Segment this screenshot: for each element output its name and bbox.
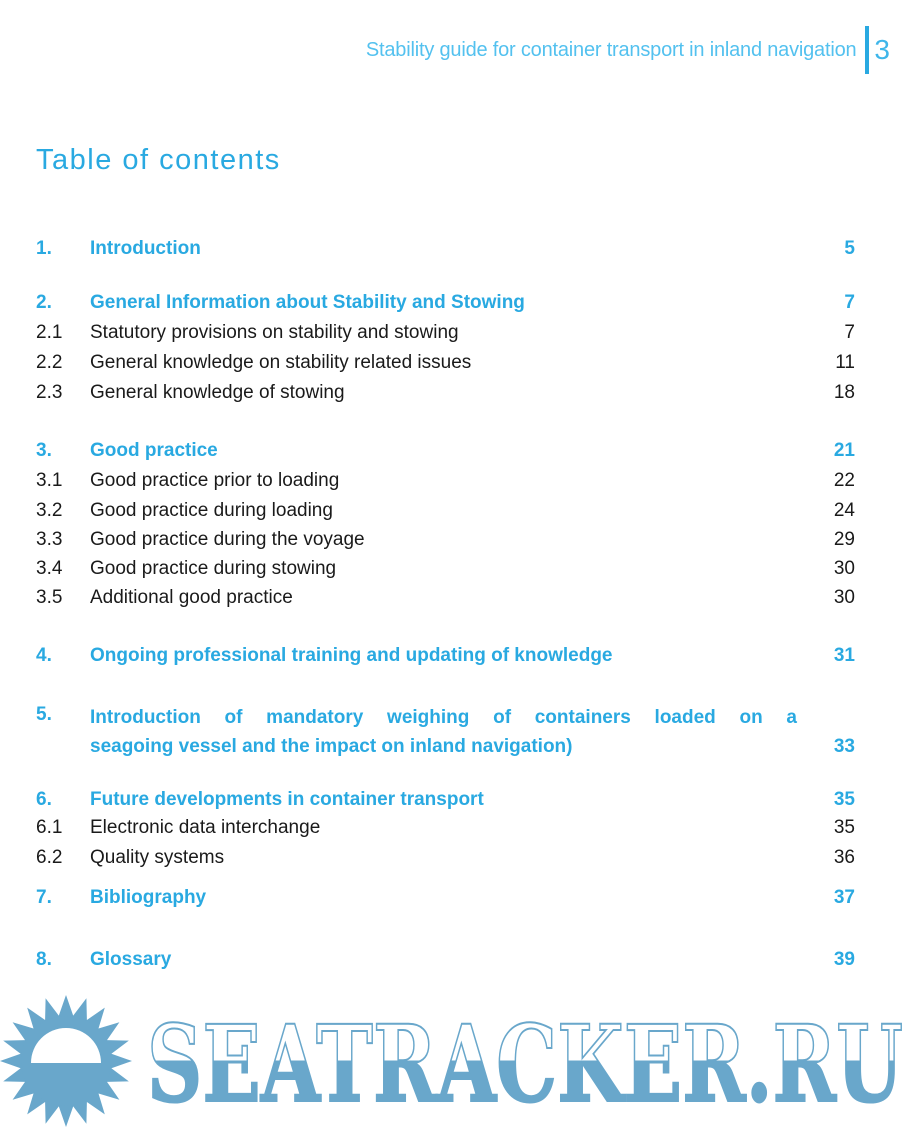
sun-icon [0, 995, 132, 1127]
toc-row-3-3: 3.3 Good practice during the voyage 29 [36, 528, 855, 552]
toc-row-3-1: 3.1 Good practice prior to loading 22 [36, 469, 855, 493]
toc-row-2-3: 2.3 General knowledge of stowing 18 [36, 381, 855, 405]
toc-entry-page[interactable]: 35 [833, 817, 855, 838]
sun-icon-star [0, 995, 132, 1127]
toc-entry-page[interactable]: 24 [833, 500, 855, 521]
toc-row-3: 3. Good practice 21 [36, 439, 855, 463]
toc-entry-page[interactable]: 7 [844, 322, 855, 343]
toc-entry-title[interactable]: Good practice during loading [90, 500, 333, 521]
toc-entry-number: 3.2 [36, 500, 63, 521]
toc-entry-page[interactable]: 30 [833, 587, 855, 608]
toc-entry-number: 8. [36, 949, 52, 970]
toc-entry-number: 2.3 [36, 382, 63, 403]
toc-entry-title[interactable]: Bibliography [90, 887, 207, 908]
toc-entry-title[interactable]: Good practice during stowing [90, 558, 337, 579]
toc-entry-number: 3.1 [36, 470, 63, 491]
toc-row-5: 5. Introduction of mandatory weighing of… [36, 703, 855, 761]
toc-row-2-2: 2.2 General knowledge on stability relat… [36, 351, 855, 375]
toc-entry-title[interactable]: Good practice [90, 440, 218, 461]
toc-row-7: 7. Bibliography 37 [36, 886, 855, 910]
toc-entry-page[interactable]: 33 [833, 736, 855, 757]
toc-row-6: 6. Future developments in container tran… [36, 788, 855, 812]
toc-entry-page[interactable]: 18 [833, 382, 855, 403]
toc-entry-title[interactable]: Quality systems [90, 847, 225, 868]
toc-entry-title[interactable]: Future developments in container transpo… [90, 789, 484, 810]
toc-entry-number: 6.1 [36, 817, 63, 838]
toc-row-3-2: 3.2 Good practice during loading 24 [36, 499, 855, 523]
toc-row-1: 1. Introduction 5 [36, 237, 855, 261]
running-header: Stability guide for container transport … [366, 26, 890, 74]
toc-entry-number: 4. [36, 645, 52, 666]
toc-entry-page[interactable]: 5 [844, 238, 855, 259]
toc-entry-page[interactable]: 21 [833, 440, 855, 461]
sun-dome [31, 1028, 101, 1063]
toc-row-2: 2. General Information about Stability a… [36, 291, 855, 315]
toc-entry-page[interactable]: 11 [835, 352, 855, 373]
toc-entry-title[interactable]: Introduction [90, 238, 201, 259]
toc-entry-title[interactable]: Statutory provisions on stability and st… [90, 322, 459, 343]
toc-entry-number: 5. [36, 704, 52, 725]
page-title: Table of contents [36, 144, 281, 176]
toc-entry-number: 2.1 [36, 322, 63, 343]
toc-entry-page[interactable]: 39 [833, 949, 855, 970]
toc-entry-title[interactable]: Good practice prior to loading [90, 470, 340, 491]
toc-row-3-4: 3.4 Good practice during stowing 30 [36, 557, 855, 581]
toc-entry-page[interactable]: 30 [833, 558, 855, 579]
toc-entry-number: 2.2 [36, 352, 63, 373]
toc-entry-page[interactable]: 7 [844, 292, 855, 313]
toc-row-2-1: 2.1 Statutory provisions on stability an… [36, 321, 855, 345]
toc-entry-page[interactable]: 35 [833, 789, 855, 810]
toc-entry-number: 3.5 [36, 587, 63, 608]
toc-entry-number: 2. [36, 292, 52, 313]
toc-entry-page[interactable]: 31 [833, 645, 855, 666]
toc-entry-title[interactable]: General knowledge on stability related i… [90, 352, 472, 373]
toc-entry-title[interactable]: Good practice during the voyage [90, 529, 365, 550]
toc-entry-number: 7. [36, 887, 52, 908]
toc-entry-title-line1: Introduction of mandatory weighing of co… [90, 707, 797, 728]
toc-entry-page[interactable]: 37 [833, 887, 855, 908]
watermark-logo: SEATRACKER.RU [0, 995, 904, 1127]
toc-entry-title[interactable]: Additional good practice [90, 587, 293, 608]
toc-entry-page[interactable]: 36 [833, 847, 855, 868]
toc-entry-title[interactable]: Ongoing professional training and updati… [90, 645, 613, 666]
toc-row-6-2: 6.2 Quality systems 36 [36, 846, 855, 870]
toc-entry-number: 3. [36, 440, 52, 461]
toc-entry-page[interactable]: 29 [833, 529, 855, 550]
toc-row-8: 8. Glossary 39 [36, 948, 855, 972]
document-title: Stability guide for container transport … [365, 38, 857, 61]
watermark-text: SEATRACKER.RU [147, 1001, 903, 1126]
toc-entry-number: 6. [36, 789, 52, 810]
toc-entry-title[interactable]: Glossary [90, 949, 172, 970]
toc-entry-number: 6.2 [36, 847, 63, 868]
toc-entry-title-line2: seagoing vessel and the impact on inland… [90, 736, 573, 757]
toc-entry-title[interactable]: Introduction of mandatory weighing of co… [90, 703, 797, 761]
toc-row-3-5: 3.5 Additional good practice 30 [36, 586, 855, 610]
header-divider-bar [865, 26, 870, 74]
toc-entry-number: 1. [36, 238, 52, 259]
toc-row-6-1: 6.1 Electronic data interchange 35 [36, 816, 855, 840]
toc-entry-number: 3.3 [36, 529, 63, 550]
page-number: 3 [874, 34, 890, 65]
toc-entry-number: 3.4 [36, 558, 63, 579]
toc-entry-page[interactable]: 22 [833, 470, 855, 491]
toc-entry-title[interactable]: Electronic data interchange [90, 817, 321, 838]
toc-row-4: 4. Ongoing professional training and upd… [36, 644, 855, 668]
toc-entry-title[interactable]: General Information about Stability and … [90, 292, 525, 313]
toc-entry-title[interactable]: General knowledge of stowing [90, 382, 345, 403]
